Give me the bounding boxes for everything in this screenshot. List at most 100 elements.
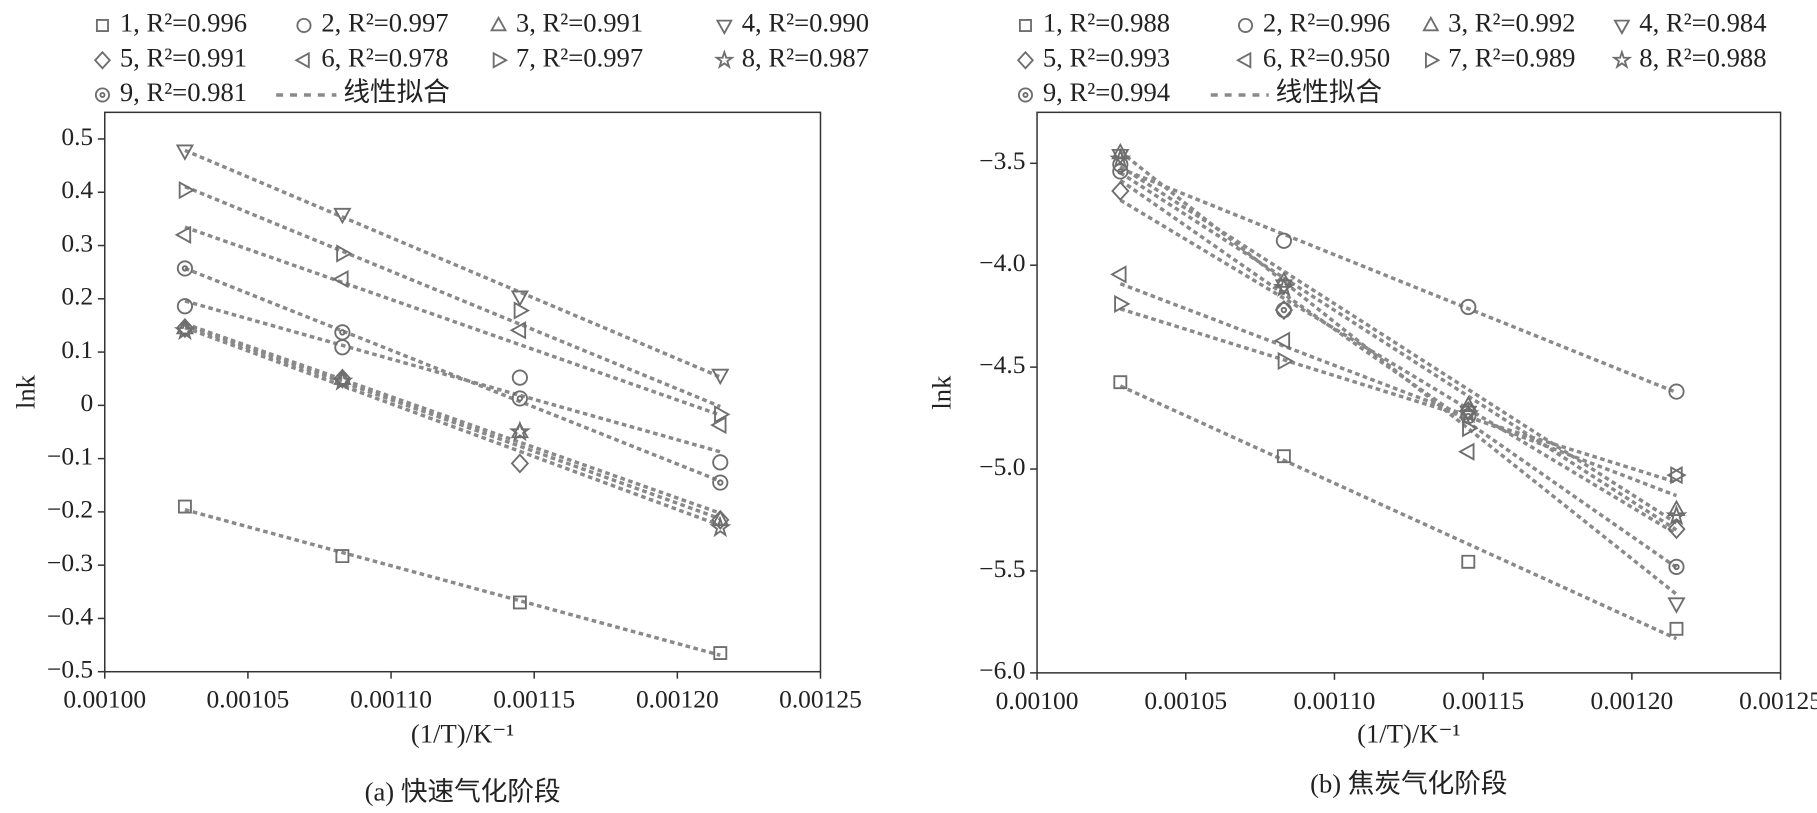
data-point — [1111, 142, 1130, 160]
fit-line — [184, 299, 721, 454]
legend-label: 5, R²=0.991 — [120, 42, 247, 72]
legend-label: 线性拟合 — [343, 77, 450, 107]
data-point — [176, 260, 194, 277]
legend-label: 7, R²=0.997 — [516, 42, 643, 72]
x-tick-label: 0.00115 — [493, 685, 575, 714]
data-point — [1272, 276, 1295, 297]
legend-label: 4, R²=0.984 — [1639, 8, 1766, 38]
legend-marker — [94, 87, 110, 103]
data-point — [713, 646, 728, 661]
fit-line — [1119, 171, 1678, 532]
data-point — [1665, 504, 1688, 526]
y-axis-label: lnk — [10, 374, 40, 409]
data-point — [509, 321, 527, 340]
data-point — [712, 474, 729, 491]
legend-marker — [715, 19, 733, 36]
y-tick-label: 0.4 — [61, 175, 93, 204]
fit-line — [1119, 282, 1678, 498]
legend-label: 5, R²=0.993 — [1043, 42, 1170, 72]
plot-frame — [1036, 111, 1782, 674]
y-tick-label: 0.1 — [61, 335, 93, 364]
data-point — [336, 244, 353, 263]
data-point — [1666, 466, 1683, 485]
data-point — [1277, 351, 1295, 371]
y-tick-label: 0.3 — [61, 228, 93, 257]
fit-line — [184, 148, 721, 379]
data-point — [510, 453, 530, 474]
legend-marker — [1016, 50, 1035, 70]
legend-marker — [1422, 15, 1440, 32]
x-tick-label: 0.00120 — [636, 685, 719, 714]
y-tick-label: 0 — [80, 388, 93, 417]
fit-line — [184, 323, 721, 521]
data-point — [1275, 302, 1292, 319]
data-point — [1462, 419, 1479, 438]
fit-line — [184, 184, 721, 409]
data-point — [1112, 163, 1129, 180]
data-point — [1669, 621, 1684, 636]
fit-line — [184, 508, 721, 657]
data-point — [1459, 401, 1478, 422]
y-tick-label: −3.5 — [979, 146, 1025, 175]
x-tick-label: 0.00125 — [1739, 686, 1817, 715]
data-point — [174, 225, 192, 244]
data-point — [1458, 442, 1475, 461]
x-tick-label: 0.00110 — [1294, 686, 1376, 715]
legend-label: 2, R²=0.996 — [1263, 8, 1390, 38]
data-point — [334, 339, 351, 356]
data-point — [177, 499, 192, 514]
fit-line — [1119, 384, 1678, 641]
fit-line — [1119, 164, 1678, 525]
x-tick-label: 0.00105 — [1144, 686, 1227, 715]
y-tick-label: −5.0 — [979, 452, 1025, 481]
data-point — [1111, 180, 1130, 202]
legend-label: 8, R²=0.988 — [1639, 42, 1766, 72]
data-point — [712, 454, 729, 471]
legend-label: 1, R²=0.988 — [1043, 8, 1170, 38]
data-point — [1668, 558, 1685, 575]
data-point — [1461, 554, 1476, 569]
legend-label: 1, R²=0.996 — [120, 8, 247, 38]
legend-marker — [492, 51, 509, 69]
fit-line — [184, 225, 721, 417]
data-point — [710, 415, 727, 435]
x-axis-label: (1/T)/K⁻¹ — [411, 719, 514, 749]
y-axis-label: lnk — [927, 375, 957, 410]
data-point — [1670, 466, 1687, 485]
legend-label: 6, R²=0.978 — [321, 42, 448, 72]
data-point — [175, 318, 195, 339]
x-tick-label: 0.00120 — [1590, 686, 1673, 715]
data-point — [332, 269, 349, 289]
data-point — [711, 509, 730, 530]
legend-marker — [713, 49, 735, 70]
fit-line — [1119, 178, 1678, 569]
data-point — [331, 369, 354, 391]
legend-label: 3, R²=0.991 — [516, 8, 643, 38]
legend-label: 3, R²=0.992 — [1448, 8, 1575, 38]
data-point — [1114, 294, 1131, 314]
y-tick-label: −5.5 — [979, 554, 1025, 583]
legend-label: 7, R²=0.989 — [1448, 42, 1575, 72]
legend-marker — [296, 17, 312, 33]
fit-line — [1119, 307, 1677, 484]
data-point — [175, 144, 195, 161]
fit-line — [184, 325, 721, 527]
data-point — [1668, 383, 1685, 400]
data-point — [1275, 232, 1292, 249]
y-tick-label: 0.5 — [61, 122, 93, 151]
legend-marker — [1237, 17, 1254, 33]
data-point — [1667, 597, 1686, 614]
caption: (b) 焦炭气化阶段 — [1310, 768, 1507, 798]
plot-frame — [104, 111, 822, 673]
y-tick-label: −4.0 — [979, 248, 1025, 277]
fit-line — [184, 322, 721, 515]
legend-marker — [490, 15, 508, 32]
y-tick-label: −0.5 — [47, 655, 93, 684]
data-point — [1276, 449, 1291, 464]
data-point — [511, 369, 528, 386]
data-point — [1459, 395, 1478, 413]
fit-line — [1119, 150, 1678, 596]
legend-label: 6, R²=0.950 — [1263, 42, 1390, 72]
fit-line — [184, 266, 721, 483]
